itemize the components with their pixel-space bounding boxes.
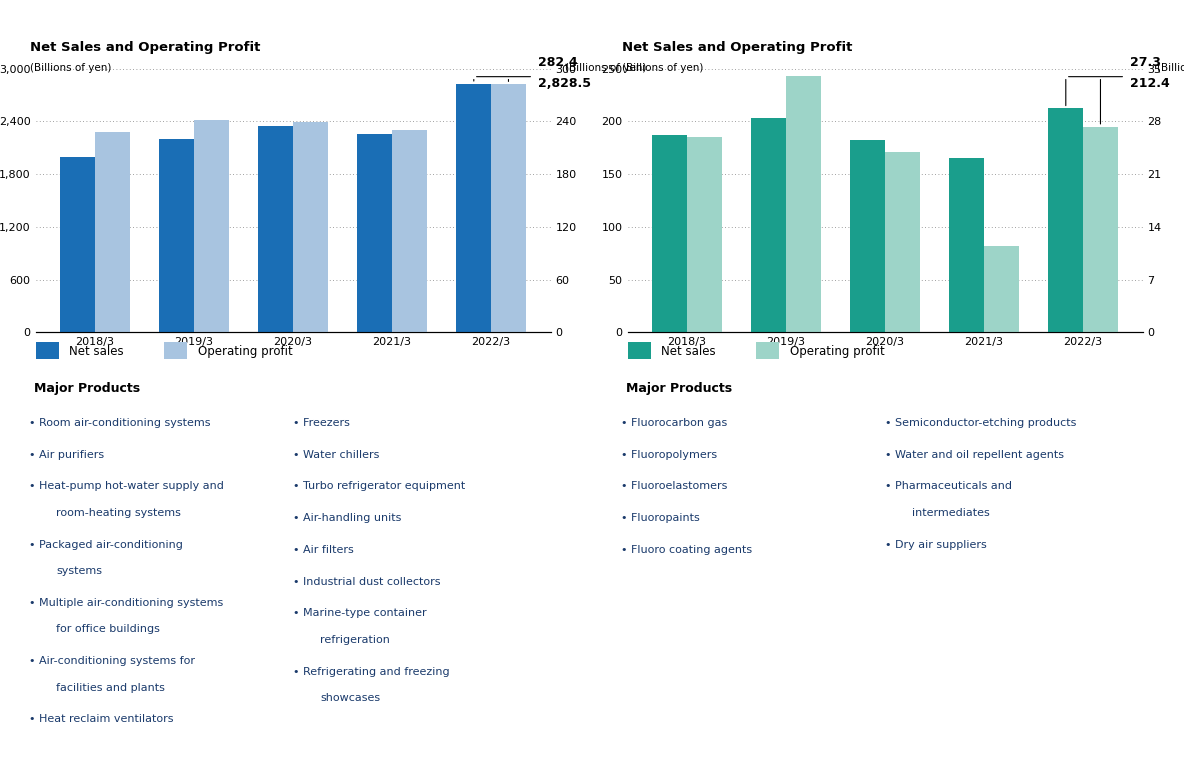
Text: • Packaged air-conditioning: • Packaged air-conditioning [30,539,184,549]
Bar [687,137,721,332]
Bar [757,342,779,359]
Bar [886,151,920,332]
Text: intermediates: intermediates [912,508,990,518]
Text: (Billions of yen): (Billions of yen) [565,63,646,73]
Text: Net sales: Net sales [69,345,123,358]
Text: systems: systems [56,566,102,576]
Text: • Fluoropolymers: • Fluoropolymers [622,449,718,460]
Bar [1083,127,1118,332]
Bar [160,139,194,332]
Text: Chemicals: Chemicals [629,11,732,30]
Bar [850,141,886,332]
Bar [752,118,786,332]
Text: • Fluorocarbon gas: • Fluorocarbon gas [622,418,727,428]
Bar [258,126,294,332]
Text: • Air filters: • Air filters [294,545,354,555]
Text: • Marine-type container: • Marine-type container [294,608,426,618]
Text: Net Sales and Operating Profit: Net Sales and Operating Profit [622,41,852,54]
Text: (Billions of yen): (Billions of yen) [30,63,111,73]
Bar [95,132,129,332]
Text: • Heat reclaim ventilators: • Heat reclaim ventilators [30,714,174,724]
Bar [628,342,651,359]
Text: • Air-conditioning systems for: • Air-conditioning systems for [30,656,195,666]
Text: room-heating systems: room-heating systems [56,508,181,518]
Bar [194,120,229,332]
Text: (Billions of yen): (Billions of yen) [1157,63,1184,73]
Text: • Heat-pump hot-water supply and: • Heat-pump hot-water supply and [30,481,224,491]
Text: Operating profit: Operating profit [790,345,884,358]
Text: • Fluoro coating agents: • Fluoro coating agents [622,545,752,555]
Text: Air Conditioning: Air Conditioning [37,11,201,30]
Text: • Water and oil repellent agents: • Water and oil repellent agents [886,449,1064,460]
Bar [950,158,984,332]
Text: • Refrigerating and freezing: • Refrigerating and freezing [294,667,450,677]
Text: for office buildings: for office buildings [56,624,160,634]
Text: • Water chillers: • Water chillers [294,449,379,460]
Text: • Semiconductor-etching products: • Semiconductor-etching products [886,418,1076,428]
Text: showcases: showcases [320,693,380,703]
Text: • Room air-conditioning systems: • Room air-conditioning systems [30,418,211,428]
Bar [652,135,687,332]
Text: • Dry air suppliers: • Dry air suppliers [886,539,986,549]
Text: • Fluoropaints: • Fluoropaints [622,513,700,523]
Text: • Pharmaceuticals and: • Pharmaceuticals and [886,481,1012,491]
Text: 212.4: 212.4 [1131,77,1170,90]
Bar [358,134,392,332]
Bar [165,342,187,359]
Text: • Fluoroelastomers: • Fluoroelastomers [622,481,727,491]
Text: • Freezers: • Freezers [294,418,350,428]
Bar [984,246,1018,332]
Bar [392,131,426,332]
Text: • Multiple air-conditioning systems: • Multiple air-conditioning systems [30,597,224,608]
Text: refrigeration: refrigeration [320,635,390,645]
Text: • Air-handling units: • Air-handling units [294,513,401,523]
Text: • Air purifiers: • Air purifiers [30,449,104,460]
Text: facilities and plants: facilities and plants [56,682,165,692]
Text: Net Sales and Operating Profit: Net Sales and Operating Profit [30,41,260,54]
Bar [786,76,821,332]
Text: Operating profit: Operating profit [198,345,292,358]
Text: 27.3: 27.3 [1131,56,1162,69]
Text: Net sales: Net sales [661,345,715,358]
Text: 2,828.5: 2,828.5 [539,77,591,90]
Bar [60,157,95,332]
Bar [36,342,59,359]
Text: (Billions of yen): (Billions of yen) [622,63,703,73]
Text: • Turbo refrigerator equipment: • Turbo refrigerator equipment [294,481,465,491]
Text: • Industrial dust collectors: • Industrial dust collectors [294,577,440,587]
Bar [457,84,491,332]
Bar [1049,108,1083,332]
Bar [292,122,328,332]
Text: Major Products: Major Products [626,382,733,396]
Text: Major Products: Major Products [34,382,141,396]
Bar [491,84,526,332]
Text: 282.4: 282.4 [539,56,578,69]
